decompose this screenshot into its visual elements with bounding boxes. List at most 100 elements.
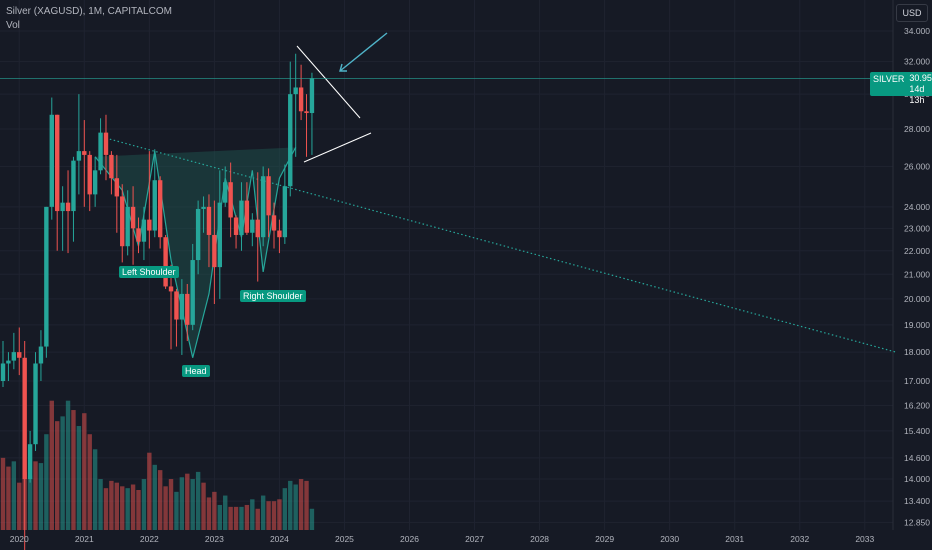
- candle-body: [82, 151, 87, 155]
- x-tick-label: 2028: [530, 534, 549, 544]
- volume-bar: [277, 499, 282, 530]
- volume-bar: [147, 452, 152, 530]
- candle-body: [114, 178, 120, 197]
- volume-bar: [255, 508, 260, 530]
- y-tick-label: 16.200: [904, 400, 930, 410]
- candle-body: [130, 206, 136, 229]
- volume-bar: [233, 506, 239, 530]
- candle-body: [250, 219, 255, 233]
- volume-bar: [141, 479, 147, 530]
- y-tick-label: 17.000: [904, 376, 930, 386]
- y-tick-label: 12.850: [904, 517, 930, 527]
- volume-legend[interactable]: Vol: [6, 20, 20, 31]
- volume-bar: [87, 434, 92, 530]
- volume-bar: [217, 504, 222, 530]
- volume-bar: [223, 495, 228, 530]
- candle-body: [71, 160, 76, 212]
- candle-body: [152, 180, 157, 231]
- volume-bar: [17, 482, 22, 530]
- volume-bar: [244, 504, 250, 530]
- chart-grid: [0, 0, 894, 530]
- x-tick-label: 2030: [660, 534, 679, 544]
- volume-bar: [206, 497, 212, 530]
- y-tick-label: 23.000: [904, 223, 930, 233]
- currency-button[interactable]: USD: [896, 4, 928, 22]
- price-badge-symbol: SILVER: [873, 74, 905, 84]
- volume-bar: [239, 506, 244, 530]
- pennant-lower-line: [303, 132, 372, 163]
- candle-body: [304, 111, 309, 114]
- y-tick-label: 21.000: [904, 269, 930, 279]
- candle-body: [260, 176, 266, 238]
- y-tick-label: 26.000: [904, 161, 930, 171]
- pattern-fill: [95, 147, 296, 358]
- candle-body: [60, 202, 65, 212]
- volume-bar: [174, 491, 179, 530]
- x-tick-label: 2022: [140, 534, 159, 544]
- volume-bar: [114, 482, 120, 530]
- volume-bar: [260, 495, 266, 530]
- volume-bar: [228, 506, 233, 530]
- candle-body: [103, 132, 109, 155]
- volume-bar: [190, 479, 195, 530]
- candle-body: [185, 293, 190, 325]
- volume-bar: [103, 488, 109, 530]
- left-shoulder-label[interactable]: Left Shoulder: [119, 266, 179, 278]
- y-tick-label: 14.600: [904, 453, 930, 463]
- x-tick-label: 2020: [10, 534, 29, 544]
- price-badge-countdown: 14d 13h: [909, 84, 925, 105]
- volume-bar: [109, 480, 114, 530]
- volume-bar: [179, 477, 185, 530]
- volume-bar: [288, 480, 293, 530]
- right-shoulder-label[interactable]: Right Shoulder: [240, 290, 306, 302]
- volume-bar: [195, 471, 201, 530]
- volume-bar: [49, 400, 54, 530]
- x-tick-label: 2026: [400, 534, 419, 544]
- head-label[interactable]: Head: [182, 365, 210, 377]
- y-tick-label: 24.000: [904, 202, 930, 212]
- x-tick-label: 2031: [725, 534, 744, 544]
- volume-bar: [60, 416, 65, 530]
- arrow-head-icon: [339, 63, 347, 72]
- candle-body: [179, 293, 185, 320]
- y-tick-label: 15.400: [904, 426, 930, 436]
- candle-body: [223, 182, 228, 203]
- candle-body: [44, 206, 49, 347]
- y-tick-label: 18.000: [904, 347, 930, 357]
- volume-bar: [266, 501, 271, 530]
- volume-bar: [271, 501, 277, 530]
- volume-bar: [125, 488, 130, 530]
- volume-bar: [304, 480, 309, 530]
- volume-bar: [298, 479, 304, 530]
- volume-bar: [152, 464, 157, 530]
- volume-bar: [27, 475, 33, 530]
- volume-bar: [163, 486, 168, 530]
- candle-body: [65, 202, 71, 212]
- candle-body: [239, 200, 244, 235]
- volume-bar: [33, 461, 38, 530]
- x-tick-label: 2023: [205, 534, 224, 544]
- neckline-dotted: [105, 137, 897, 353]
- volume-bar: [6, 466, 11, 530]
- candle-body: [6, 360, 11, 364]
- y-tick-label: 22.000: [904, 246, 930, 256]
- candle-body: [206, 206, 212, 235]
- candle-body: [147, 219, 152, 231]
- volume-bar: [309, 508, 315, 530]
- candle-body: [125, 206, 130, 247]
- arrow-shaft: [339, 32, 388, 72]
- volume-bar: [130, 484, 136, 530]
- x-tick-label: 2027: [465, 534, 484, 544]
- candle-body: [141, 219, 147, 242]
- candle-body: [163, 237, 168, 287]
- x-tick-label: 2024: [270, 534, 289, 544]
- candle-body: [233, 217, 239, 235]
- chart-legend: Silver (XAGUSD), 1M, CAPITALCOM Vol: [6, 5, 172, 33]
- candle-body: [282, 186, 288, 238]
- candles: [0, 53, 315, 550]
- candle-body: [298, 87, 304, 112]
- candle-body: [228, 182, 233, 218]
- symbol-title[interactable]: Silver (XAGUSD), 1M, CAPITALCOM: [6, 6, 172, 17]
- volume-bars: [0, 400, 315, 530]
